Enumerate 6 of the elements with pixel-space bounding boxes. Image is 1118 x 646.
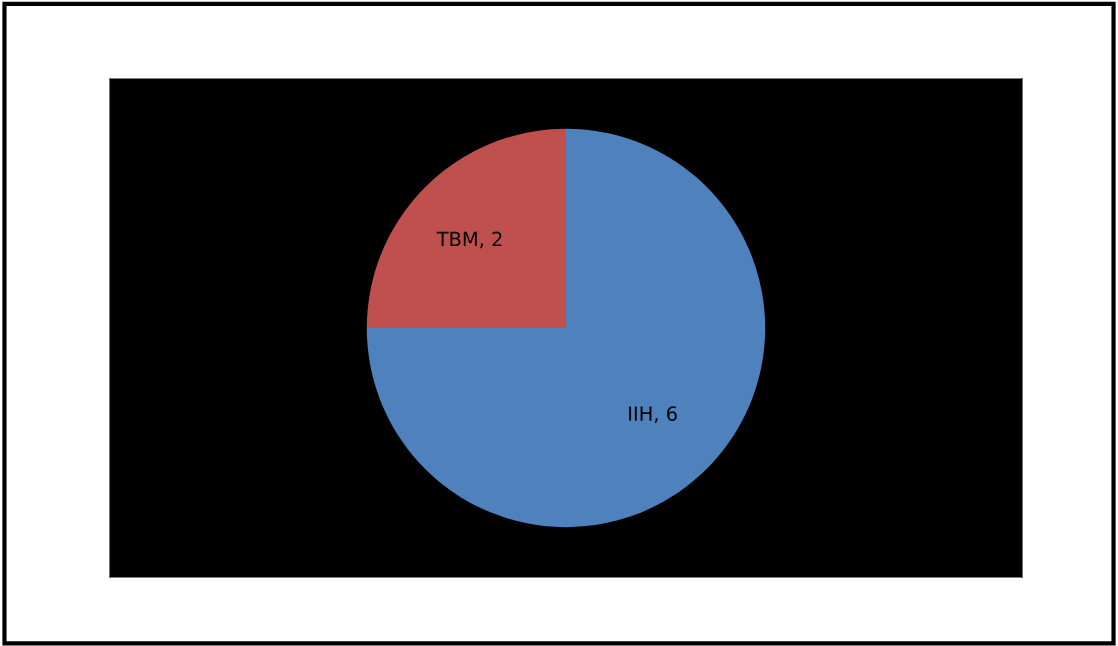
slice-label: IIH: [629, 406, 652, 421]
data-label: , 6: [654, 406, 677, 423]
data-label: , 2: [480, 231, 502, 249]
pie-slice: [366, 128, 566, 328]
pie-slice: [366, 128, 766, 528]
slice-label: TBM: [436, 231, 477, 247]
